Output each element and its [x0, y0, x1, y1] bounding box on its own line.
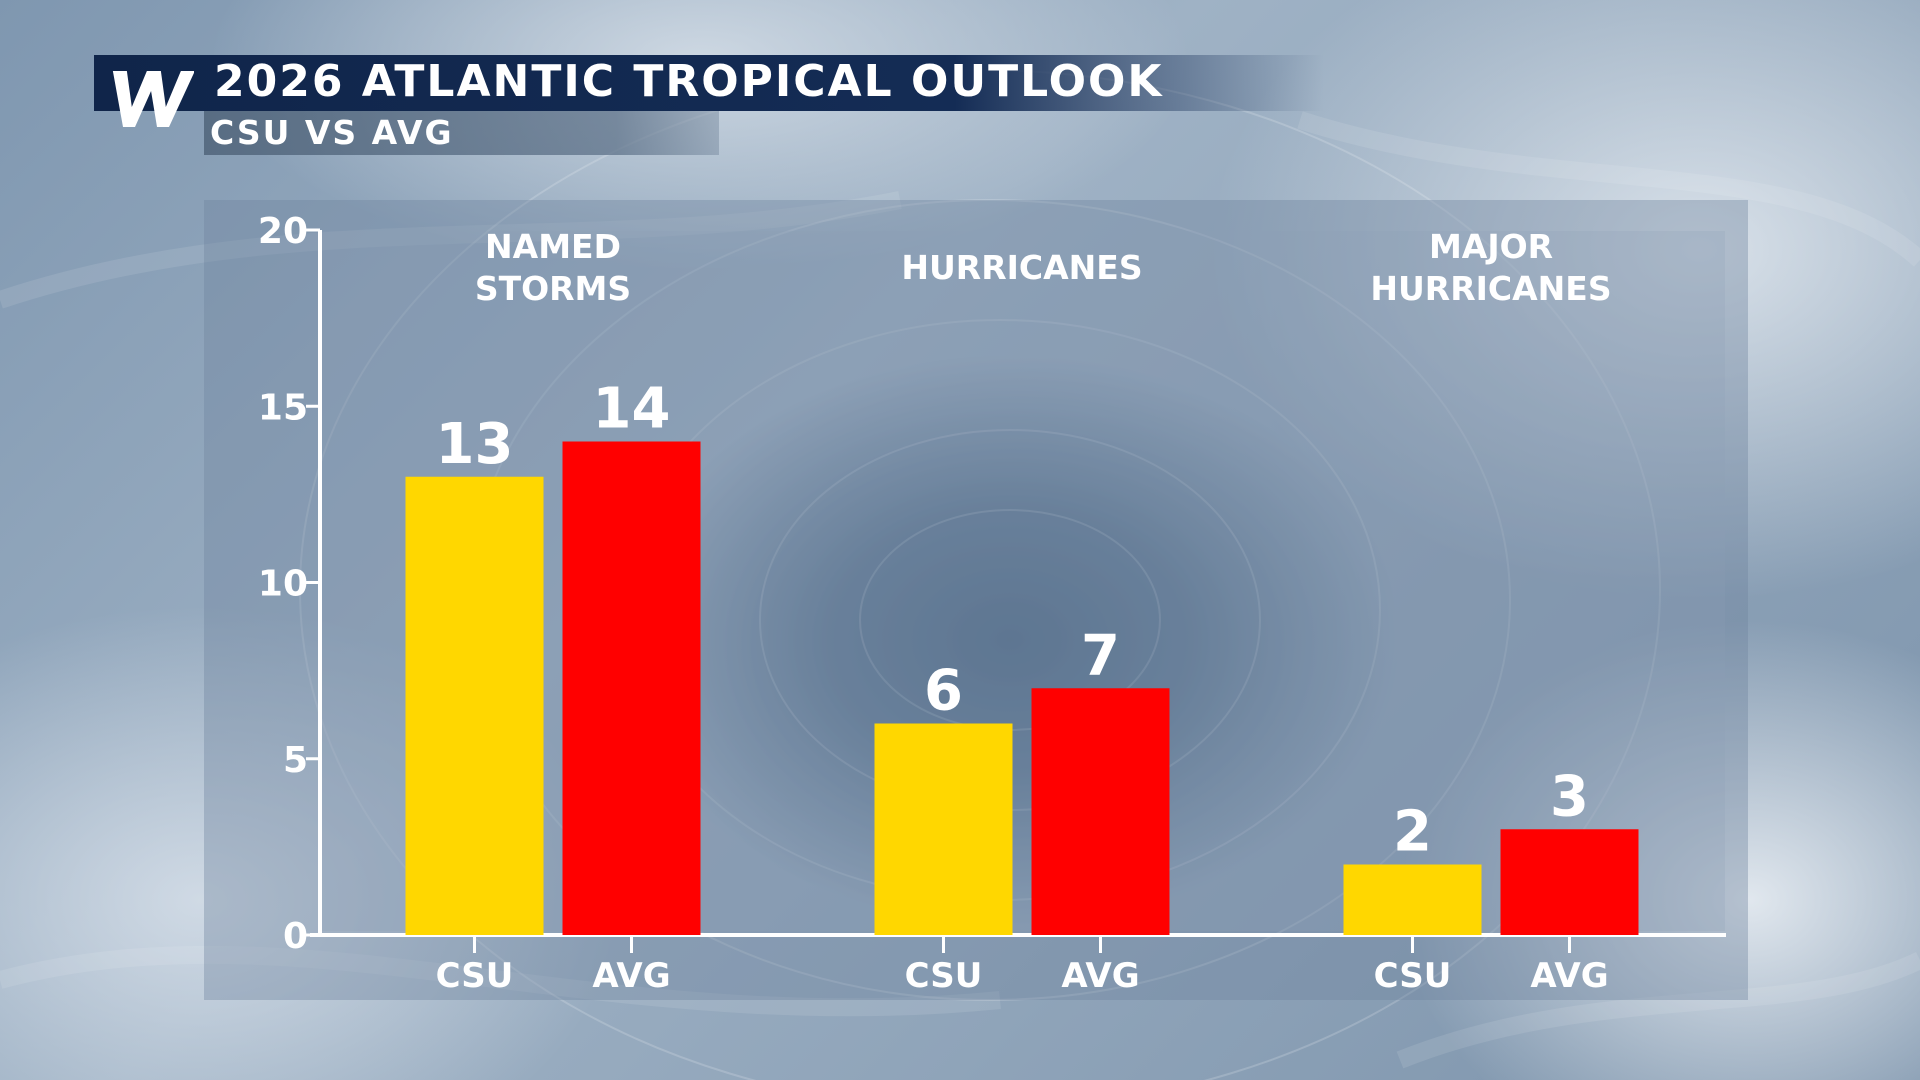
bar-value-label: 13 [436, 412, 514, 477]
weather-logo [94, 55, 204, 141]
y-tick-label: 20 [258, 211, 308, 252]
bar-csu [1343, 864, 1482, 935]
bar-value-label: 3 [1550, 764, 1589, 829]
bar-value-label: 7 [1081, 623, 1120, 688]
w-logo-icon [112, 71, 194, 127]
subtitle-bar [204, 111, 719, 155]
y-tick-label: 10 [258, 564, 308, 605]
bar-avg [1031, 688, 1170, 935]
bar-value-label: 2 [1393, 800, 1432, 865]
category-label: AVG [1530, 956, 1608, 996]
category-label: AVG [592, 956, 670, 996]
y-tick-label: 5 [283, 740, 308, 781]
group-title-label: NAMED [485, 227, 621, 266]
bar-avg [1500, 829, 1639, 935]
y-tick-label: 15 [258, 387, 308, 428]
bar-avg [562, 441, 701, 935]
group-title-label: STORMS [475, 269, 631, 308]
page-subtitle: CSU VS AVG [210, 113, 454, 152]
bar-csu [874, 723, 1013, 935]
group-title-label: MAJOR [1429, 227, 1553, 266]
group-title-label: HURRICANES [1370, 269, 1611, 308]
chart-plot-background [321, 231, 1725, 931]
page-title: 2026 ATLANTIC TROPICAL OUTLOOK [214, 56, 1164, 107]
bar-value-label: 6 [924, 659, 963, 724]
y-tick-label: 0 [283, 916, 308, 957]
category-label: CSU [436, 956, 514, 996]
title-bar [94, 55, 1324, 111]
group-title-label: HURRICANES [901, 248, 1142, 287]
category-label: AVG [1061, 956, 1139, 996]
bar-csu [405, 476, 544, 935]
category-label: CSU [905, 956, 983, 996]
category-label: CSU [1374, 956, 1452, 996]
bar-value-label: 14 [593, 377, 671, 442]
